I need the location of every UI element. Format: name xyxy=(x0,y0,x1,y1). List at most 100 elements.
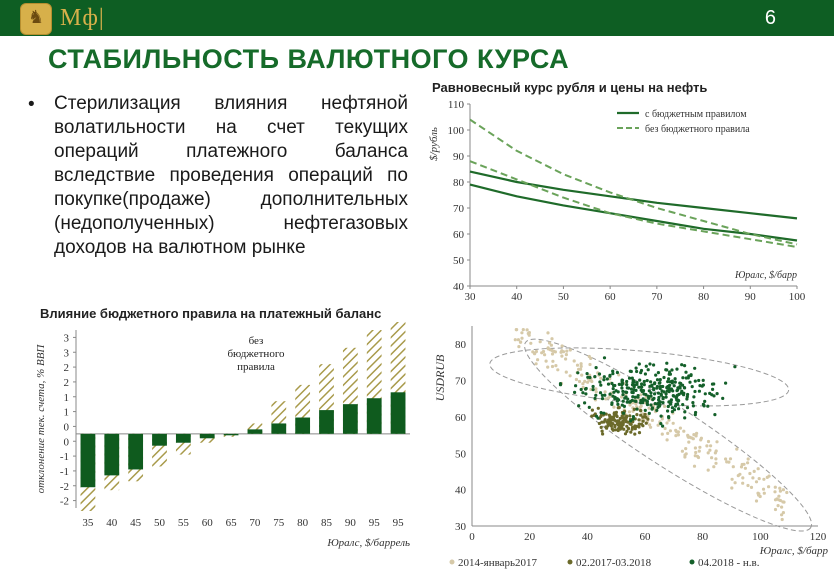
x-tick-label: 35 xyxy=(82,517,94,529)
x-tick-label: 40 xyxy=(106,517,118,529)
x-tick-label: 60 xyxy=(640,531,652,543)
scatter-point xyxy=(665,361,669,365)
scatter-point xyxy=(632,407,636,411)
scatter-point xyxy=(622,418,626,422)
scatter-point xyxy=(658,386,662,391)
scatter-point xyxy=(620,395,624,399)
scatter-point xyxy=(706,404,710,408)
bar-solid xyxy=(175,433,191,443)
scatter-point xyxy=(711,387,715,391)
scatter-point xyxy=(583,401,587,405)
scatter-point xyxy=(680,363,684,367)
scatter-point xyxy=(677,407,681,411)
scatter-point xyxy=(603,418,607,422)
scatter-point xyxy=(647,389,651,393)
scatter-point xyxy=(576,371,580,375)
scatter-point xyxy=(554,364,558,368)
scatter-point xyxy=(780,505,784,509)
x-tick-label: 20 xyxy=(524,531,536,543)
y-tick-label: 50 xyxy=(455,448,467,460)
scatter-point xyxy=(652,363,656,367)
scatter-point xyxy=(695,454,700,458)
scatter-point xyxy=(743,466,747,470)
scatter-point xyxy=(591,388,595,392)
scatter-point xyxy=(550,337,554,341)
scatter-point xyxy=(765,475,769,479)
legend-marker xyxy=(689,559,695,565)
scatter-point xyxy=(629,419,633,423)
scatter-point xyxy=(661,384,665,389)
cluster-ellipse-upper xyxy=(489,347,790,407)
scatter-point xyxy=(625,383,629,387)
page-title: СТАБИЛЬНОСТЬ ВАЛЮТНОГО КУРСА xyxy=(48,44,570,74)
usdrub-scatter-chart: 30 40 50 60 70 80 0 20 40 60 80 100 120 USDRUB Юралс, … xyxy=(433,326,828,569)
scatter-point xyxy=(714,461,718,465)
scatter-point xyxy=(626,426,630,430)
series-line-2 xyxy=(469,183,798,242)
scatter-point xyxy=(603,393,607,397)
scatter-point xyxy=(577,404,581,408)
scatter-point xyxy=(691,401,695,405)
scatter-point xyxy=(777,494,781,498)
scatter-point xyxy=(611,369,615,373)
scatter-point xyxy=(682,386,686,390)
scatter-point xyxy=(683,410,687,414)
scatter-point xyxy=(603,390,607,394)
annotation-text: правила xyxy=(237,361,275,373)
scatter-point xyxy=(611,387,615,391)
scatter-point xyxy=(724,457,728,461)
legend-label: 2014-январь2017 xyxy=(458,557,538,569)
x-tick-label: 45 xyxy=(130,517,142,529)
scatter-point xyxy=(676,388,680,392)
scatter-point xyxy=(663,404,667,408)
scatter-point xyxy=(710,456,714,460)
scatter-point xyxy=(655,378,660,382)
scatter-point xyxy=(602,411,606,415)
scatter-point xyxy=(665,421,669,425)
scatter-point xyxy=(646,368,650,372)
scatter-point xyxy=(529,341,533,345)
scatter-point xyxy=(616,390,620,394)
scatter-point xyxy=(594,414,599,418)
scatter-point xyxy=(780,513,784,517)
scatter-point xyxy=(701,378,705,382)
scatter-point xyxy=(594,390,598,394)
scatter-point xyxy=(629,422,633,426)
scatter-point xyxy=(594,393,598,397)
scatter-point xyxy=(568,348,572,352)
scatter-point xyxy=(741,481,745,485)
scatter-point xyxy=(667,415,671,419)
scatter-point xyxy=(702,403,706,407)
scatter-point xyxy=(700,384,704,388)
scatter-point xyxy=(782,500,786,504)
scatter-point xyxy=(635,424,639,428)
scatter-point xyxy=(599,425,603,429)
scatter-point xyxy=(762,477,766,481)
scatter-point xyxy=(617,373,621,377)
scatter-point xyxy=(639,404,643,408)
scatter-point xyxy=(639,401,643,405)
scatter-point xyxy=(730,486,734,490)
scatter-point xyxy=(697,449,701,453)
y-tick-label: 2 xyxy=(64,377,70,389)
scatter-point xyxy=(666,404,670,409)
scatter-point xyxy=(754,499,759,503)
scatter-point xyxy=(558,382,563,386)
scatter-point xyxy=(623,432,628,436)
scatter-point xyxy=(616,406,620,410)
scatter-point xyxy=(643,372,647,376)
scatter-point xyxy=(657,398,661,402)
scatter-point xyxy=(602,375,606,379)
scatter-point xyxy=(767,485,771,489)
scatter-point xyxy=(628,400,632,404)
scatter-point xyxy=(708,448,712,452)
scatter-point xyxy=(560,354,564,358)
scatter-point xyxy=(527,331,531,335)
scatter-point xyxy=(600,420,604,424)
scatter-point xyxy=(588,373,592,377)
x-tick-label: 50 xyxy=(558,291,570,303)
scatter-point xyxy=(656,423,660,427)
scatter-point xyxy=(635,381,639,385)
bullet-text: Стерилизация влияния нефтяной волатильно… xyxy=(54,93,408,258)
scatter-point xyxy=(588,375,592,380)
